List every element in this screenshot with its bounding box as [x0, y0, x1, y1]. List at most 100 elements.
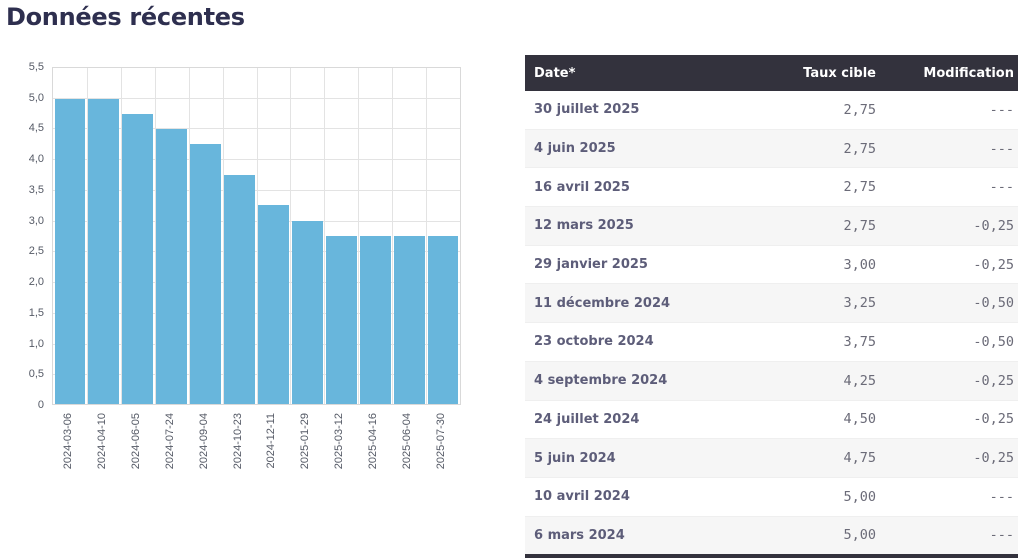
- x-tick-label: 2024-12-11: [265, 413, 278, 469]
- table-row: 16 avril 2025 2,75 ---: [525, 167, 1018, 208]
- bar[interactable]: [224, 174, 255, 404]
- y-tick-label: 3,0: [28, 214, 44, 227]
- bar[interactable]: [54, 98, 86, 404]
- y-tick-label: 5,0: [28, 91, 44, 104]
- y-tick-label: 2,0: [28, 276, 44, 289]
- x-tick-label: 2024-09-04: [197, 413, 210, 470]
- cell-change: ---: [885, 91, 1018, 130]
- x-tick-label: 2025-01-29: [299, 413, 312, 470]
- gridline: [256, 68, 258, 404]
- table-row: 6 mars 2024 5,00 ---: [525, 516, 1018, 558]
- bar[interactable]: [156, 129, 188, 404]
- table-row: 11 décembre 2024 3,25 -0,50: [525, 283, 1018, 324]
- column-header-change[interactable]: Modification: [885, 55, 1018, 91]
- cell-date: 30 juillet 2025: [525, 91, 747, 130]
- cell-date: 4 septembre 2024: [525, 361, 747, 401]
- rate-bar-chart: 0 0,5 1,0 1,5 2,0 2,5 3,0 3,5 4,0 4,5 5,0 5,5 2024-…: [0, 55, 480, 495]
- table-row: 5 juin 2024 4,75 -0,25: [525, 438, 1018, 478]
- table-body: 30 juillet 2025 2,75 --- 4 juin 2025 2,75 ---…: [525, 91, 1018, 558]
- bar[interactable]: [427, 236, 459, 404]
- cell-rate: 5,00: [747, 516, 885, 558]
- cell-date: 4 juin 2025: [525, 129, 747, 169]
- bar[interactable]: [88, 98, 120, 404]
- x-tick-label: 2024-06-05: [129, 413, 142, 470]
- cell-rate: 3,75: [747, 322, 885, 362]
- bar[interactable]: [258, 205, 289, 404]
- cell-rate: 4,50: [747, 400, 885, 440]
- cell-date: 23 octobre 2024: [525, 322, 747, 362]
- table-row: 23 octobre 2024 3,75 -0,50: [525, 322, 1018, 362]
- cell-date: 24 juillet 2024: [525, 400, 747, 440]
- y-tick-label: 5,5: [28, 61, 44, 73]
- cell-date: 12 mars 2025: [525, 206, 747, 246]
- gridline: [120, 68, 122, 404]
- table-row: 10 avril 2024 5,00 ---: [525, 477, 1018, 517]
- cell-rate: 4,25: [747, 361, 885, 401]
- cell-rate: 4,75: [747, 438, 885, 478]
- table-row: 24 juillet 2024 4,50 -0,25: [525, 400, 1018, 440]
- y-tick-label: 4,5: [28, 122, 44, 135]
- gridline: [222, 68, 224, 404]
- gridline: [154, 68, 156, 404]
- cell-rate: 2,75: [747, 91, 885, 130]
- y-tick-label: 3,5: [28, 183, 44, 196]
- cell-rate: 5,00: [747, 477, 885, 517]
- gridline: [426, 68, 428, 404]
- gridline: [188, 68, 190, 404]
- y-tick-label: 1,0: [28, 337, 44, 350]
- cell-change: -0,50: [885, 283, 1018, 324]
- bar[interactable]: [190, 144, 222, 404]
- table-row: 30 juillet 2025 2,75 ---: [525, 91, 1018, 130]
- x-tick-label: 2024-04-10: [95, 413, 108, 470]
- cell-change: -0,25: [885, 361, 1018, 401]
- cell-change: ---: [885, 129, 1018, 169]
- gridline: [290, 68, 292, 404]
- cell-change: -0,25: [885, 400, 1018, 440]
- cell-change: ---: [885, 477, 1018, 517]
- plot-area: [52, 67, 461, 405]
- bar[interactable]: [359, 236, 391, 404]
- column-header-date[interactable]: Date*: [525, 55, 747, 91]
- cell-rate: 3,25: [747, 283, 885, 324]
- cell-date: 29 janvier 2025: [525, 245, 747, 285]
- y-tick-label: 4,0: [28, 153, 44, 166]
- gridline: [86, 68, 88, 404]
- y-tick-label: 2,5: [28, 245, 44, 258]
- x-tick-label: 2024-07-24: [163, 413, 176, 470]
- x-tick-label: 2025-03-12: [333, 413, 346, 470]
- table-header-row: Date* Taux cible Modification: [525, 55, 1018, 91]
- cell-change: -0,25: [885, 245, 1018, 285]
- cell-change: ---: [885, 167, 1018, 208]
- cell-date: 5 juin 2024: [525, 438, 747, 478]
- bar[interactable]: [122, 113, 154, 404]
- table-row: 12 mars 2025 2,75 -0,25: [525, 206, 1018, 246]
- cell-date: 16 avril 2025: [525, 167, 747, 208]
- cell-change: -0,50: [885, 322, 1018, 362]
- cell-rate: 2,75: [747, 167, 885, 208]
- y-tick-label: 0,5: [28, 368, 44, 381]
- cell-change: -0,25: [885, 206, 1018, 246]
- y-tick-label: 0: [37, 399, 44, 411]
- page-title: Données récentes: [6, 3, 245, 31]
- cell-date: 6 mars 2024: [525, 516, 747, 558]
- table-row: 4 juin 2025 2,75 ---: [525, 129, 1018, 169]
- x-tick-label: 2025-06-04: [401, 413, 414, 470]
- cell-rate: 2,75: [747, 129, 885, 169]
- x-tick-label: 2024-10-23: [231, 413, 244, 470]
- cell-rate: 2,75: [747, 206, 885, 246]
- gridline: [324, 68, 326, 404]
- bar[interactable]: [325, 236, 357, 404]
- gridline: [392, 68, 394, 404]
- x-tick-label: 2025-07-30: [435, 413, 448, 470]
- bar[interactable]: [291, 220, 323, 404]
- cell-rate: 3,00: [747, 245, 885, 285]
- table-row: 29 janvier 2025 3,00 -0,25: [525, 245, 1018, 285]
- table-row: 4 septembre 2024 4,25 -0,25: [525, 361, 1018, 401]
- cell-change: ---: [885, 516, 1018, 558]
- cell-change: -0,25: [885, 438, 1018, 478]
- column-header-rate[interactable]: Taux cible: [747, 55, 885, 91]
- bar[interactable]: [393, 236, 425, 404]
- cell-date: 10 avril 2024: [525, 477, 747, 517]
- x-tick-label: 2025-04-16: [367, 413, 380, 470]
- y-tick-label: 1,5: [28, 306, 44, 319]
